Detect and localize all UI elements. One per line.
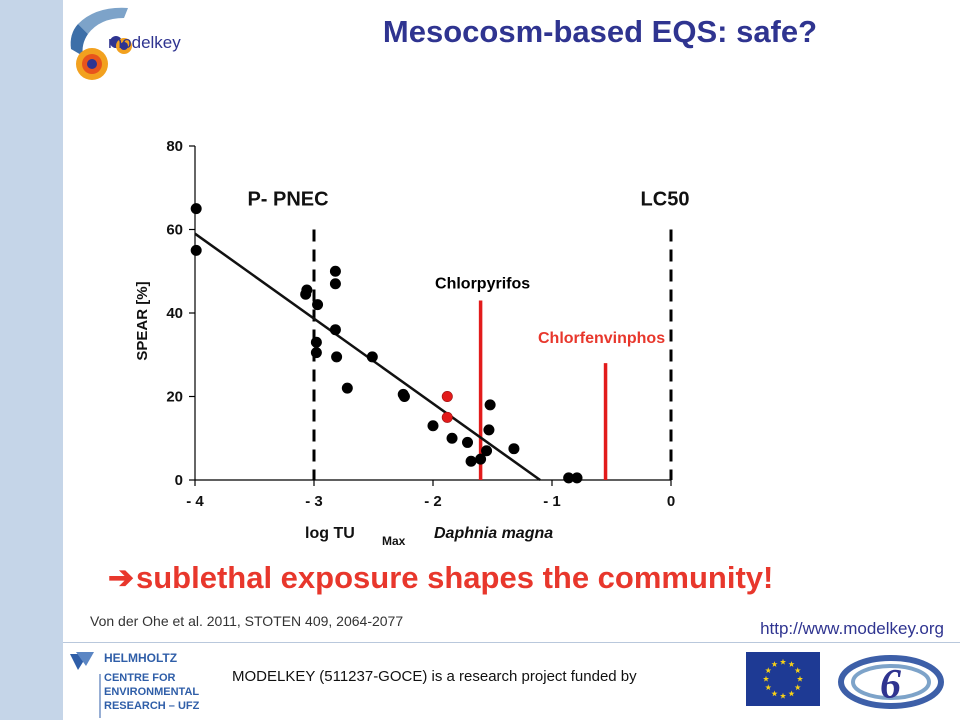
data-point [341,382,353,394]
x-tick-label: - 2 [424,493,442,510]
data-point [329,278,341,290]
data-point [190,203,202,215]
x-tick-label: 0 [667,493,675,510]
arrow-icon: ➔ [108,560,134,595]
data-points [190,203,583,484]
data-point [446,432,458,444]
y-tick-label: 0 [175,472,183,489]
ufz-line-4: RESEARCH – UFZ [104,700,200,712]
data-point [481,445,493,457]
footer-divider [63,642,960,643]
data-point [571,472,583,484]
svg-text:6: 6 [880,662,901,708]
logo-text: modelkey [108,33,181,52]
data-point [398,390,410,402]
chart-labels: SPEAR [%] log TU Max Daphnia magna P- PNEC LC… [134,188,689,548]
data-point [329,265,341,277]
ufz-line-3: ENVIRONMENTAL [104,686,199,698]
ufz-logo: HELMHOLTZ CENTRE FOR ENVIRONMENTAL RESEA… [70,651,200,718]
x-tick-label: - 4 [186,493,204,510]
ufz-line-1: HELMHOLTZ [104,651,177,665]
data-point [483,424,495,436]
data-point [441,411,453,423]
y-tick-label: 80 [166,138,183,155]
data-point [310,347,322,359]
y-tick-label: 40 [166,305,183,322]
eu-star [788,661,795,667]
reference-line-label: P- PNEC [247,188,328,210]
x-axis-label-species: Daphnia magna [434,525,553,542]
modelkey-logo: modelkey [70,7,181,80]
data-point [310,336,322,348]
data-point [462,436,474,448]
page-title: Mesocosm-based EQS: safe? [382,14,818,49]
marker-line-label: Chlorpyrifos [435,275,530,292]
funding-statement: MODELKEY (511237-GOCE) is a research pro… [232,668,637,685]
citation: Von der Ohe et al. 2011, STOTEN 409, 206… [90,613,404,629]
eu-star [771,690,778,697]
data-point [441,390,453,402]
y-tick-label: 20 [166,389,183,406]
data-point [427,420,439,432]
x-tick-label: - 1 [543,493,561,510]
eu-flag-icon [746,652,820,706]
data-point [312,299,324,311]
eu-star [779,658,787,665]
eu-star [794,667,801,674]
y-tick-label: 60 [166,222,183,239]
reference-line-label: LC50 [641,188,690,210]
x-tick-label: - 3 [305,493,323,510]
left-sidebar-band [0,0,63,720]
eu-star [762,675,770,682]
website-link[interactable]: http://www.modelkey.org [760,619,944,638]
data-point [475,453,487,465]
data-point [300,288,312,300]
x-axis-label-subscript: Max [382,534,406,548]
data-point [366,351,378,363]
data-point [508,443,520,455]
y-axis-label: SPEAR [%] [134,281,151,360]
eu-star [796,675,804,682]
fp6-logo: 6 [838,655,944,709]
eu-star [794,684,801,691]
eu-star [765,684,772,691]
conclusion-statement: sublethal exposure shapes the community! [135,560,774,595]
ufz-line-2: CENTRE FOR [104,672,176,684]
chart-axes: 0 20 40 60 80 - 4 - 3 - 2 - 1 0 [166,138,675,510]
eu-star [788,690,795,697]
x-axis-label: log TU [305,525,355,542]
data-point [465,455,477,467]
data-point [329,324,341,336]
eu-star [765,667,772,674]
eu-star [779,692,787,699]
marker-lines [478,300,608,480]
marker-line-label: Chlorfenvinphos [538,330,665,347]
data-point [331,351,343,363]
data-point [190,244,202,256]
eu-star [771,661,778,667]
data-point [484,399,496,411]
conclusion-text: ➔sublethal exposure shapes the community… [108,560,773,596]
